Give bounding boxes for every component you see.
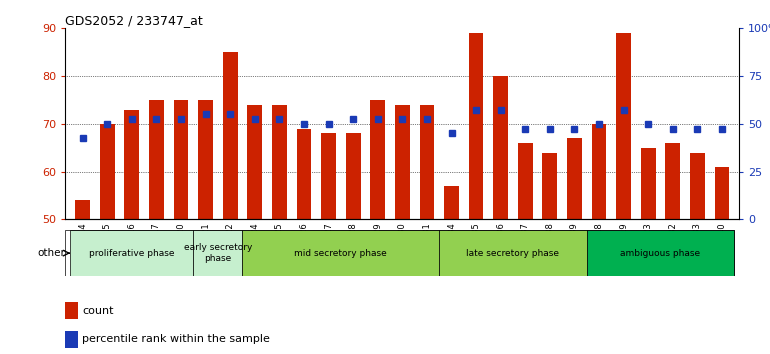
Bar bbox=[641, 148, 655, 219]
Bar bbox=[444, 186, 459, 219]
Text: ambiguous phase: ambiguous phase bbox=[621, 249, 701, 258]
Bar bbox=[272, 105, 286, 219]
Bar bbox=[469, 33, 484, 219]
Text: late secretory phase: late secretory phase bbox=[467, 249, 560, 258]
Bar bbox=[567, 138, 582, 219]
Text: GDS2052 / 233747_at: GDS2052 / 233747_at bbox=[65, 14, 203, 27]
Bar bbox=[174, 100, 189, 219]
Bar bbox=[198, 100, 213, 219]
Text: early secretory
phase: early secretory phase bbox=[184, 244, 252, 263]
Bar bbox=[587, 230, 735, 276]
Text: other: other bbox=[38, 248, 65, 258]
Bar bbox=[223, 52, 238, 219]
Text: percentile rank within the sample: percentile rank within the sample bbox=[82, 334, 270, 344]
Bar bbox=[715, 167, 729, 219]
Bar bbox=[193, 230, 243, 276]
Bar bbox=[616, 33, 631, 219]
Bar bbox=[690, 153, 705, 219]
Bar bbox=[247, 105, 262, 219]
Bar bbox=[543, 153, 557, 219]
Bar bbox=[65, 331, 78, 348]
Text: count: count bbox=[82, 306, 114, 316]
Bar bbox=[70, 230, 193, 276]
Bar bbox=[395, 105, 410, 219]
Text: mid secretory phase: mid secretory phase bbox=[294, 249, 387, 258]
Bar bbox=[665, 143, 680, 219]
Bar bbox=[149, 100, 164, 219]
Bar bbox=[243, 230, 439, 276]
Bar bbox=[100, 124, 115, 219]
Bar bbox=[591, 124, 607, 219]
Bar bbox=[321, 133, 336, 219]
Bar bbox=[75, 200, 90, 219]
Bar bbox=[346, 133, 360, 219]
Bar bbox=[439, 230, 587, 276]
Bar bbox=[420, 105, 434, 219]
Bar bbox=[296, 129, 311, 219]
Bar bbox=[494, 76, 508, 219]
Text: proliferative phase: proliferative phase bbox=[89, 249, 175, 258]
Bar bbox=[65, 302, 78, 319]
Bar bbox=[370, 100, 385, 219]
Bar bbox=[518, 143, 533, 219]
Bar bbox=[125, 110, 139, 219]
